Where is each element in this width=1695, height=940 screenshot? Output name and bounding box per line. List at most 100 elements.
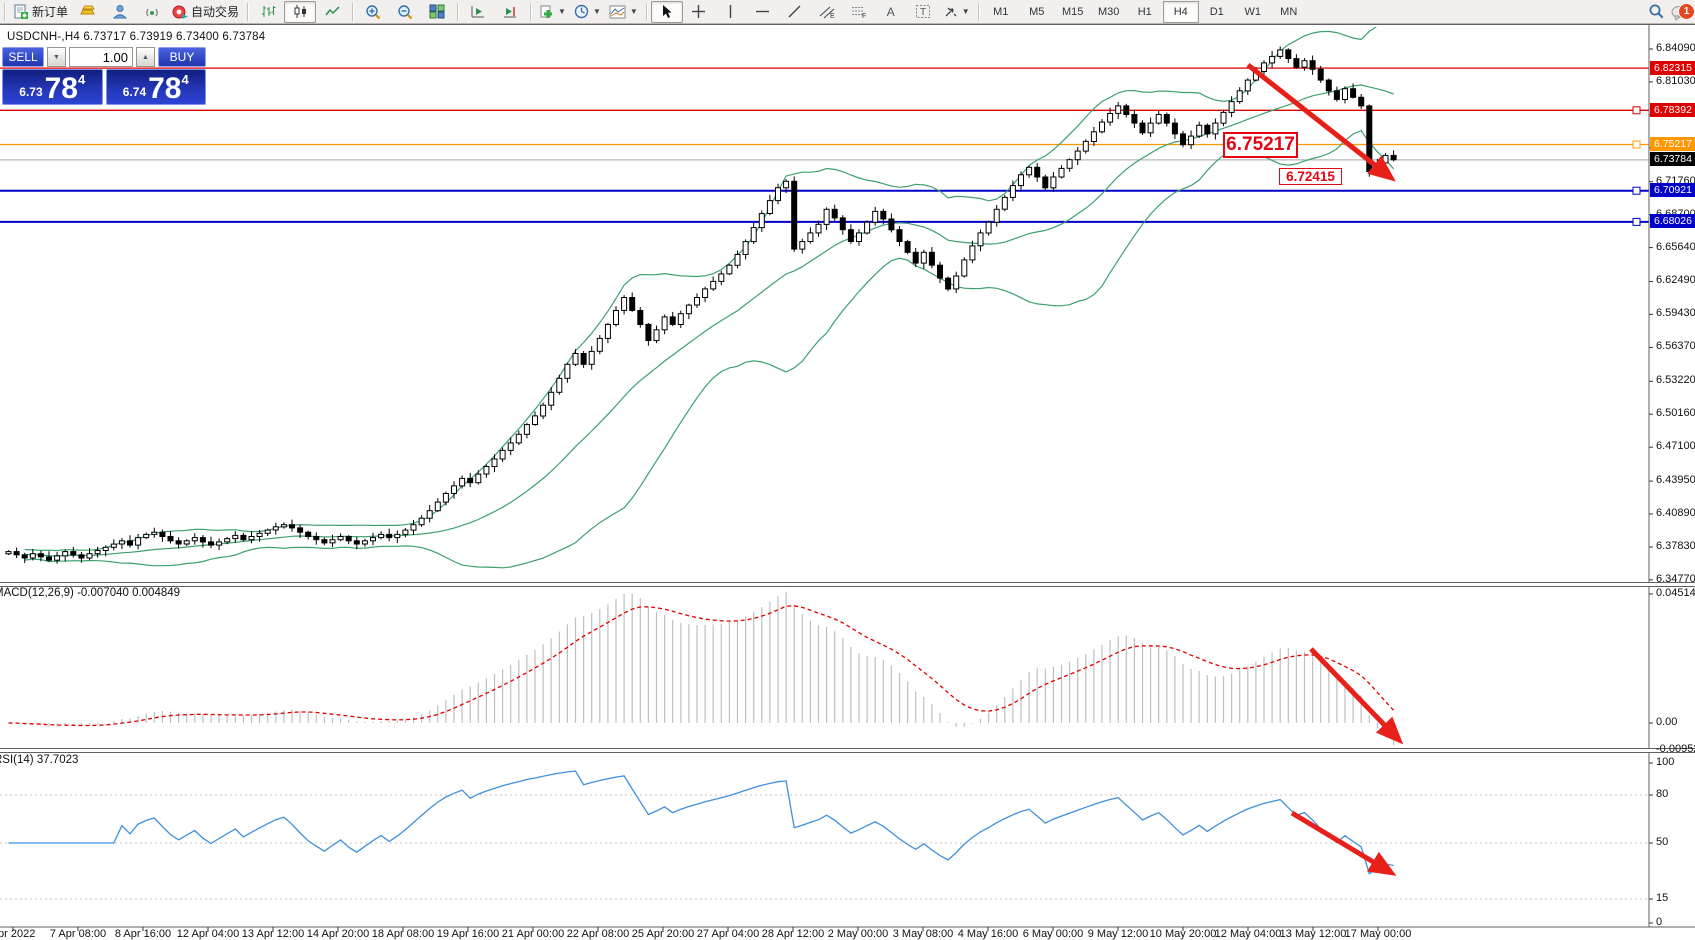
time-axis-label[interactable]: 3 May 08:00 (892, 928, 954, 940)
macd-axis-tick[interactable]: 0.045149 (1656, 587, 1695, 599)
community-button[interactable] (104, 1, 136, 23)
price-axis-tick[interactable]: 6.43950 (1656, 474, 1695, 487)
price-axis-tick[interactable]: 6.37830 (1656, 539, 1695, 552)
rsi-axis-tick[interactable]: 15 (1656, 892, 1669, 904)
price-axis-tick[interactable]: 6.56370 (1656, 340, 1695, 353)
broadcast-button[interactable] (136, 1, 168, 23)
deposit-button[interactable] (72, 1, 104, 23)
timeframe-button-m15[interactable]: M15 (1062, 5, 1084, 18)
annotation-price-box-2[interactable]: 6.72415 (1279, 168, 1342, 185)
rsi-panel-splitter[interactable] (0, 748, 1695, 753)
price-axis-tick[interactable]: 6.65640 (1656, 240, 1695, 253)
price-axis-tick[interactable]: 6.40890 (1656, 507, 1695, 520)
timeframe-button-w1[interactable]: W1 (1244, 5, 1261, 18)
timeframe-button-m30[interactable]: M30 (1098, 5, 1120, 18)
text-label-tool-button[interactable]: T (907, 1, 939, 23)
horizontal-line-tool-button[interactable] (747, 1, 779, 23)
price-axis-tick[interactable]: 6.84090 (1656, 41, 1695, 54)
price-axis-tick[interactable]: 6.47100 (1656, 440, 1695, 453)
price-level-badge: 6.68026 (1650, 214, 1695, 229)
timeframe-button-m5[interactable]: M5 (1029, 5, 1045, 18)
sell-button[interactable]: SELL (2, 47, 44, 67)
buy-price-small: 6.74 (122, 85, 147, 99)
price-axis-tick[interactable]: 6.50160 (1656, 407, 1695, 420)
buy-price-display[interactable]: 6.74 78 4 (105, 69, 206, 105)
sell-price-display[interactable]: 6.73 78 4 (2, 69, 103, 105)
time-axis-label[interactable]: 19 Apr 16:00 (436, 928, 500, 940)
time-axis-label[interactable]: 25 Apr 20:00 (631, 928, 695, 940)
rsi-axis-tick[interactable]: 50 (1656, 836, 1669, 848)
time-axis-label[interactable]: 9 May 12:00 (1087, 928, 1149, 940)
price-level-badge: 6.73784 (1650, 152, 1695, 167)
arrows-tool-button[interactable]: ▼ (939, 1, 974, 23)
new-order-button[interactable]: 新订单 (9, 1, 72, 23)
price-axis-tick[interactable]: 6.34770 (1656, 572, 1695, 585)
chart-shift-button[interactable] (494, 1, 526, 23)
annotation-price-box-1[interactable]: 6.75217 (1223, 132, 1298, 158)
timeframe-button-d1[interactable]: D1 (1209, 5, 1224, 18)
time-axis-label[interactable]: 8 Apr 16:00 (114, 928, 172, 940)
price-axis-tick[interactable]: 6.62490 (1656, 274, 1695, 287)
macd-axis-tick[interactable]: 0.00 (1656, 716, 1678, 728)
time-axis-label[interactable]: 10 May 20:00 (1149, 928, 1217, 940)
buy-button[interactable]: BUY (158, 47, 206, 67)
time-axis-label[interactable]: 18 Apr 08:00 (371, 928, 435, 940)
time-axis-label[interactable]: 28 Apr 12:00 (761, 928, 825, 940)
vertical-line-tool-button[interactable] (715, 1, 747, 23)
zoom-out-button[interactable] (389, 1, 421, 23)
volume-decrease-button[interactable]: ▼ (47, 47, 66, 67)
price-axis-tick[interactable]: 6.81030 (1656, 74, 1695, 87)
time-axis-label[interactable]: 22 Apr 08:00 (566, 928, 630, 940)
time-axis-label[interactable]: 12 May 04:00 (1214, 928, 1282, 940)
rsi-axis-tick[interactable]: 100 (1656, 756, 1675, 768)
zoom-in-button[interactable] (357, 1, 389, 23)
time-axis-label[interactable]: 14 Apr 20:00 (306, 928, 370, 940)
auto-trading-icon (172, 4, 189, 19)
fibonacci-tool-button[interactable]: F (843, 1, 875, 23)
cursor-tool-button[interactable] (650, 0, 683, 23)
time-axis-label[interactable]: 12 Apr 04:00 (176, 928, 240, 940)
time-axis-label[interactable]: 27 Apr 04:00 (696, 928, 760, 940)
timeframe-button-h4[interactable]: H4 (1162, 0, 1199, 23)
chart-window[interactable]: USDCNH-,H4 6.73717 6.73919 6.73400 6.737… (0, 24, 1695, 940)
macd-indicator-label: MACD(12,26,9) -0.007040 0.004849 (0, 587, 181, 599)
candlestick-chart-button[interactable] (284, 0, 317, 23)
price-axis-tick[interactable]: 6.59430 (1656, 307, 1695, 320)
time-axis-label[interactable]: 17 May 00:00 (1344, 928, 1412, 940)
channel-tool-button[interactable]: E (811, 1, 843, 23)
volume-increase-button[interactable]: ▲ (136, 47, 155, 67)
toolbar-separator (977, 2, 979, 21)
timeframe-button-mn[interactable]: MN (1280, 5, 1298, 18)
tile-windows-button[interactable] (421, 1, 453, 23)
templates-button[interactable]: ▼ (605, 1, 642, 23)
periods-button[interactable]: ▼ (570, 1, 605, 23)
time-axis-label[interactable]: 4 May 16:00 (957, 928, 1019, 940)
time-axis-label[interactable]: 13 Apr 12:00 (241, 928, 305, 940)
text-tool-button[interactable]: A (875, 1, 907, 23)
macd-panel-splitter[interactable] (0, 582, 1695, 587)
timeframe-button-m1[interactable]: M1 (993, 5, 1009, 18)
timeframe-button-h1[interactable]: H1 (1137, 5, 1152, 18)
line-chart-button[interactable] (316, 1, 348, 23)
trendline-tool-button[interactable] (779, 1, 811, 23)
auto-trading-button[interactable]: 自动交易 (168, 1, 243, 23)
crosshair-tool-button[interactable] (683, 1, 715, 23)
time-axis-label[interactable]: Apr 2022 (0, 928, 36, 940)
time-axis-label[interactable]: 21 Apr 00:00 (501, 928, 565, 940)
cursor-icon (660, 4, 673, 19)
price-level-badge: 6.78392 (1650, 102, 1695, 117)
rsi-axis-tick[interactable]: 0 (1656, 916, 1663, 928)
rsi-axis-tick[interactable]: 80 (1656, 788, 1669, 800)
search-icon[interactable] (1648, 3, 1665, 23)
macd-axis-tick[interactable]: -0.009526 (1656, 743, 1695, 756)
indicators-button[interactable]: ▼ (535, 1, 570, 23)
auto-scroll-button[interactable] (462, 1, 494, 23)
time-axis-label[interactable]: 6 May 00:00 (1022, 928, 1084, 940)
price-axis-tick[interactable]: 6.53220 (1656, 374, 1695, 387)
volume-input[interactable]: 1.00 (69, 47, 133, 67)
time-axis-label[interactable]: 7 Apr 08:00 (49, 928, 107, 940)
time-axis-label[interactable]: 13 May 12:00 (1279, 928, 1347, 940)
chat-bubble-icon[interactable]: 1 (1671, 2, 1695, 22)
bar-chart-button[interactable] (252, 1, 284, 23)
time-axis-label[interactable]: 2 May 00:00 (827, 928, 889, 940)
